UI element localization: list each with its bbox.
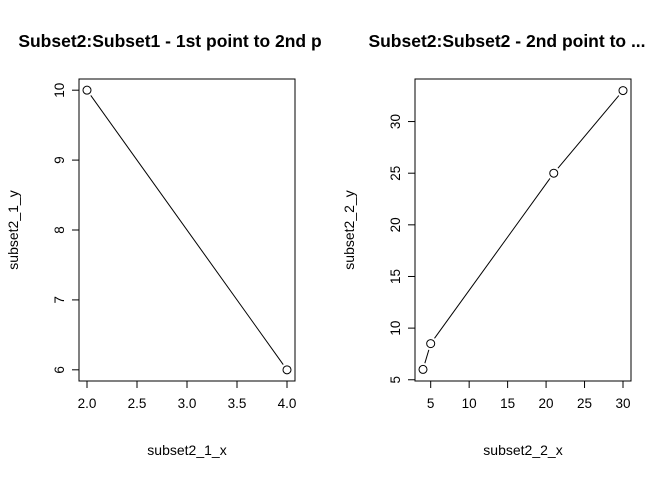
data-point (82, 85, 92, 95)
x-tick-label: 3.5 (228, 396, 247, 411)
x-tick-label: 4.0 (278, 396, 297, 411)
y-tick-label: 10 (52, 83, 67, 98)
chart-1-title: Subset2:Subset1 - 1st point to 2nd p (18, 31, 321, 51)
series-line-segment (90, 95, 284, 365)
y-tick-label: 20 (388, 217, 403, 232)
chart-panel-1: Subset2:Subset1 - 1st point to 2nd p sub… (5, 31, 322, 458)
chart-1-x-ticks: 2.0 2.5 3.0 3.5 4.0 (78, 380, 297, 411)
x-tick-label: 3.0 (178, 396, 197, 411)
chart-2-x-ticks: 5 10 15 20 25 30 (427, 380, 631, 411)
data-point (618, 86, 628, 96)
chart-1-x-axis-label: subset2_1_x (147, 442, 226, 458)
x-tick-label: 25 (577, 396, 592, 411)
data-point (549, 168, 559, 178)
chart-1-y-axis-label: subset2_1_y (5, 190, 21, 269)
x-tick-label: 10 (462, 396, 477, 411)
chart-1-y-ticks: 6 7 8 9 10 (52, 83, 80, 374)
x-tick-label: 2.0 (78, 396, 97, 411)
y-tick-label: 15 (388, 269, 403, 284)
series-line-segment (557, 95, 620, 169)
y-tick-label: 7 (52, 296, 67, 304)
series-line-segment (434, 178, 551, 339)
x-tick-label: 20 (539, 396, 554, 411)
y-tick-label: 30 (388, 114, 403, 129)
y-tick-label: 10 (388, 321, 403, 336)
y-tick-label: 25 (388, 166, 403, 181)
x-tick-label: 30 (615, 396, 630, 411)
chart-panel-2: Subset2:Subset2 - 2nd point to ... subse… (341, 31, 646, 458)
y-tick-label: 5 (388, 376, 403, 384)
x-tick-label: 5 (427, 396, 435, 411)
chart-2-y-ticks: 5 10 15 20 25 30 (388, 114, 416, 384)
chart-2-series (418, 86, 628, 374)
x-tick-label: 15 (500, 396, 515, 411)
y-tick-label: 8 (52, 226, 67, 234)
chart-1-series (82, 85, 292, 375)
data-point (426, 339, 436, 349)
x-tick-label: 2.5 (128, 396, 147, 411)
data-point (418, 364, 428, 374)
chart-2-y-axis-label: subset2_2_y (341, 190, 357, 269)
series-line-segment (424, 349, 430, 364)
chart-2-x-axis-label: subset2_2_x (483, 442, 562, 458)
y-tick-label: 6 (52, 366, 67, 374)
data-point (282, 365, 292, 375)
y-tick-label: 9 (52, 156, 67, 164)
chart-2-title: Subset2:Subset2 - 2nd point to ... (368, 31, 645, 51)
